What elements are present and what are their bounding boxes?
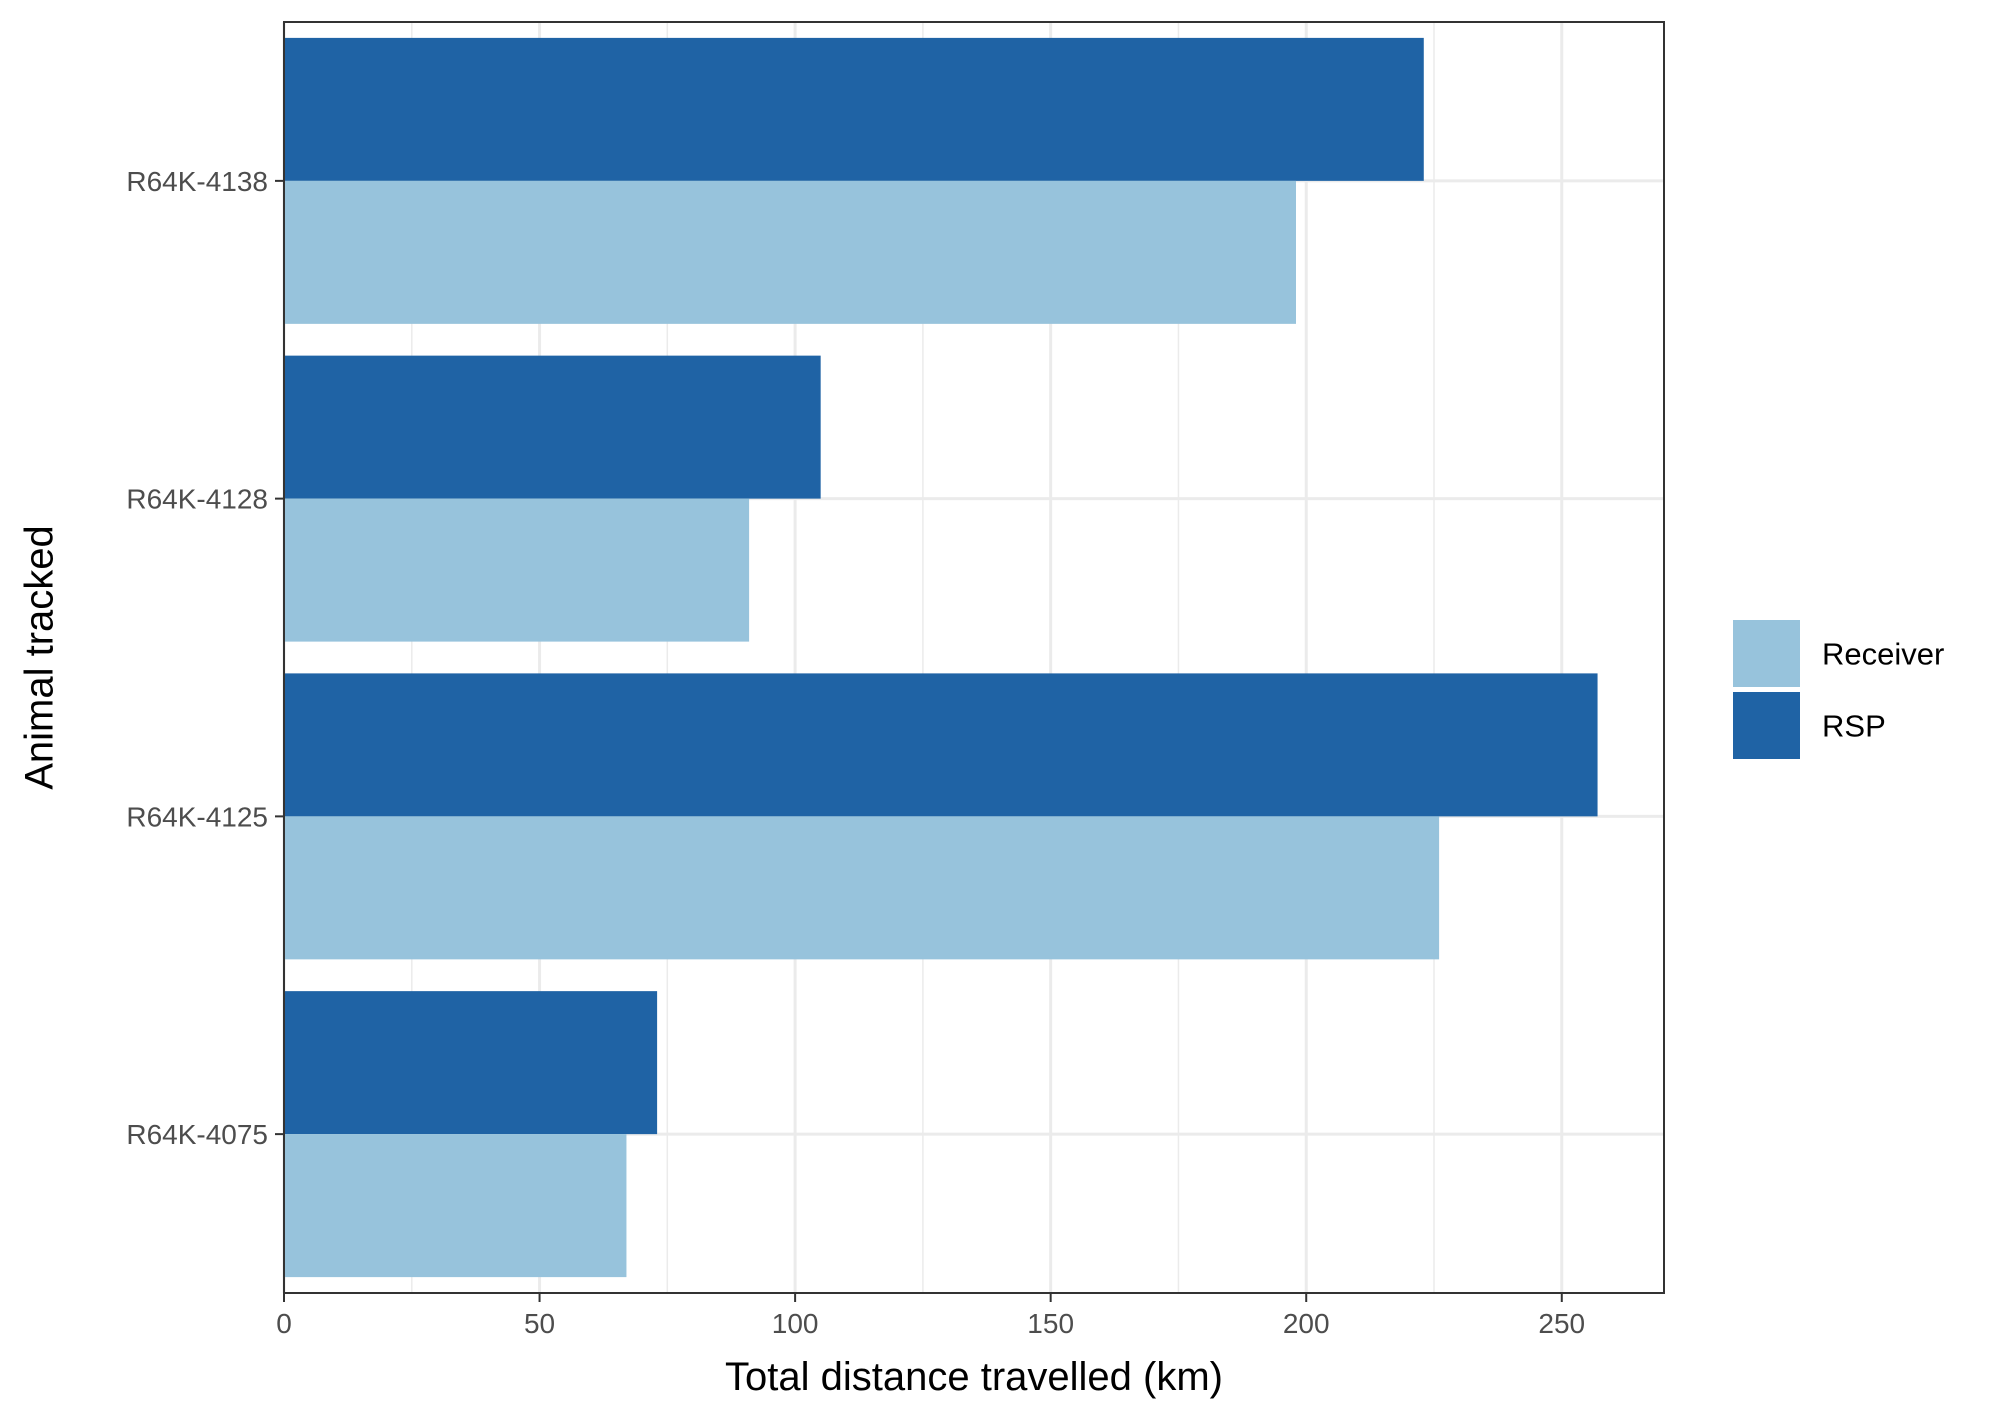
x-tick-label: 250	[1538, 1308, 1585, 1339]
panel-border	[283, 21, 1665, 1294]
bar-receiver	[284, 498, 750, 642]
x-tick-label: 0	[276, 1308, 292, 1339]
bars	[284, 37, 1598, 1278]
bar-rsp	[284, 991, 658, 1135]
bar-rsp	[284, 673, 1598, 817]
bar-rsp	[284, 355, 821, 499]
y-axis-title: Animal tracked	[18, 525, 62, 790]
y-tick-label: R64K-4138	[126, 166, 268, 197]
bar-receiver	[284, 1134, 627, 1278]
legend-label-receiver: Receiver	[1822, 637, 1944, 672]
bar-rsp	[284, 37, 1424, 181]
y-tick-label: R64K-4075	[126, 1119, 268, 1150]
legend-label-rsp: RSP	[1822, 709, 1886, 744]
x-axis: 0 50 100 150 200 250	[276, 1293, 1585, 1339]
y-axis: R64K-4138 R64K-4128 R64K-4125 R64K-4075	[126, 166, 284, 1150]
x-tick-label: 50	[524, 1308, 555, 1339]
x-tick-label: 150	[1027, 1308, 1074, 1339]
legend-key-rsp	[1733, 692, 1800, 759]
y-tick-label: R64K-4128	[126, 484, 268, 515]
x-axis-title: Total distance travelled (km)	[725, 1355, 1223, 1399]
bar-receiver	[284, 180, 1296, 324]
y-tick-label: R64K-4125	[126, 801, 268, 832]
legend: Receiver RSP	[1733, 620, 1944, 759]
legend-key-receiver	[1733, 620, 1800, 687]
x-tick-label: 200	[1283, 1308, 1330, 1339]
bar-receiver	[284, 816, 1440, 960]
x-tick-label: 100	[772, 1308, 819, 1339]
